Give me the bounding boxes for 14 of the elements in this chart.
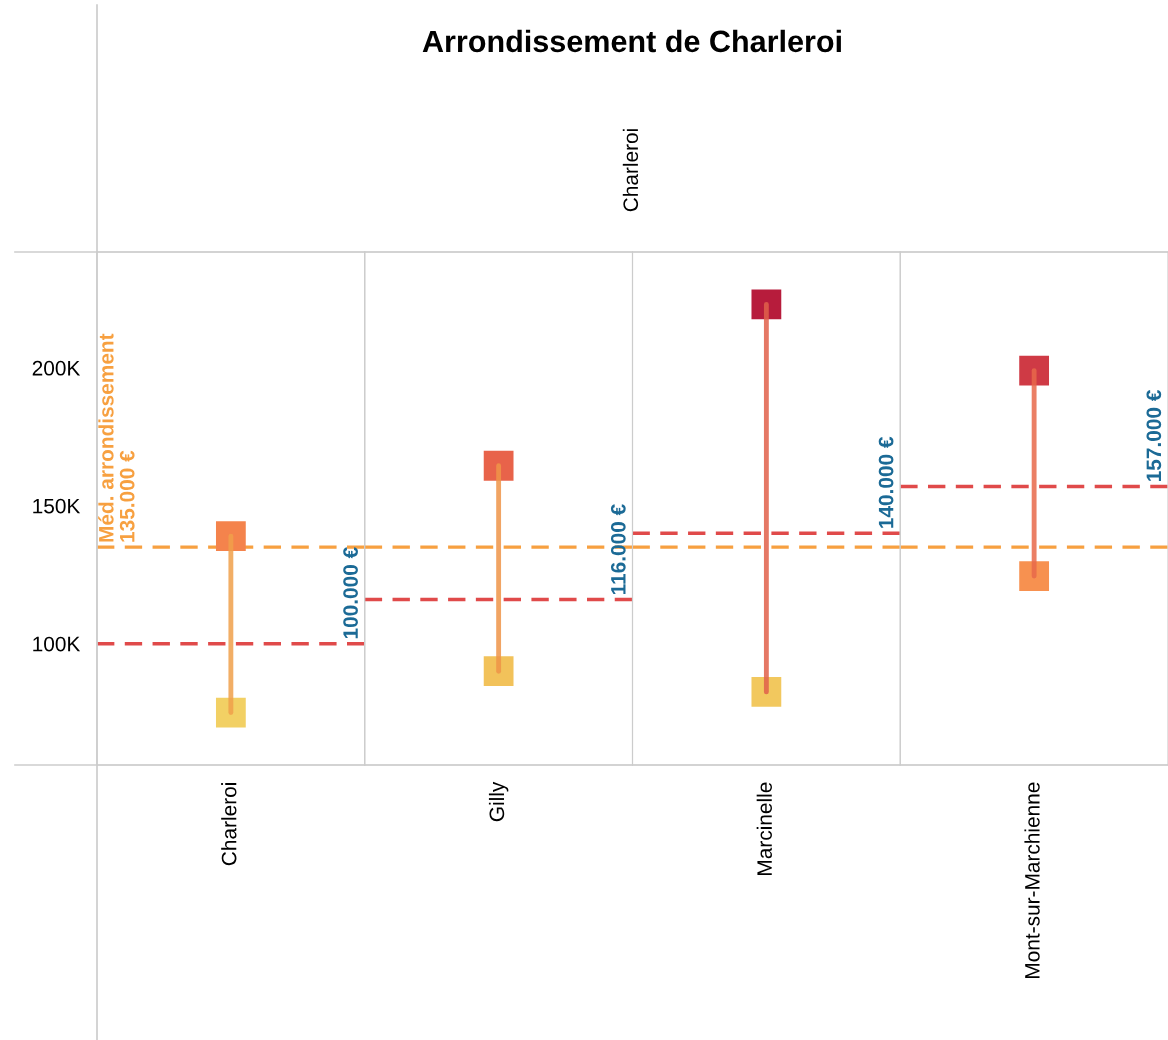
y-tick-label: 200K [32, 360, 81, 376]
ref-line-label: 157.000 € [1146, 389, 1162, 481]
y-tick-label: 100K [33, 636, 81, 652]
x-tick-label: Gilly [488, 781, 509, 822]
x-tick-label: Mont-sur-Marchienne [1024, 782, 1040, 978]
ref-line-label: Méd. arrondissement 135.000 € [98, 333, 135, 542]
ref-line-label: 100.000 € [343, 547, 358, 639]
text: Arrondissement de Charleroi [422, 29, 841, 53]
x-tick-label: Marcinelle [756, 782, 772, 875]
ref-line-label: 140.000 € [878, 436, 894, 528]
y-tick-label: 150K [33, 498, 81, 514]
x-tick-label: Charleroi [221, 783, 237, 866]
ref-line-label: 116.000 € [610, 504, 626, 595]
text: Charleroi [622, 129, 639, 212]
